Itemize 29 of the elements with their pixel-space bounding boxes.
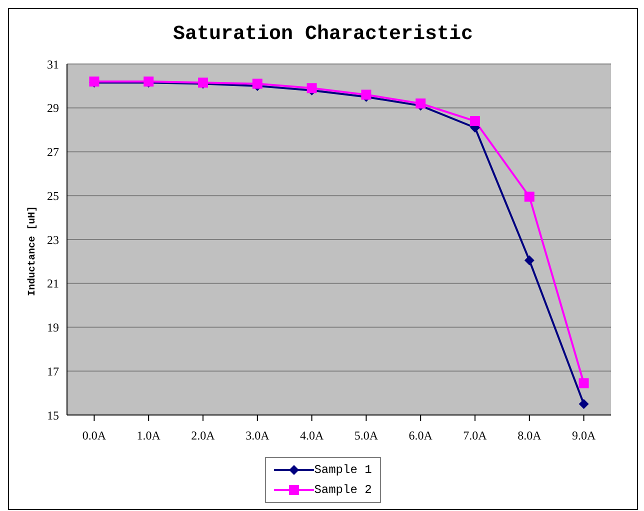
x-tick-label: 1.0A bbox=[136, 428, 161, 443]
legend-label: Sample 2 bbox=[314, 483, 372, 497]
x-tick-label: 7.0A bbox=[463, 428, 488, 443]
x-tick-label: 2.0A bbox=[191, 428, 216, 443]
point bbox=[524, 255, 534, 266]
y-tick-label: 15 bbox=[47, 408, 59, 422]
point bbox=[416, 98, 426, 108]
y-tick-label: 25 bbox=[47, 188, 59, 203]
x-tick-label: 0.0A bbox=[82, 428, 106, 443]
y-axis-title: Inductance [uH] bbox=[28, 206, 38, 296]
chart-title: Saturation Characteristic bbox=[172, 23, 474, 46]
y-tick-label: 17 bbox=[47, 364, 59, 378]
y-tick-label: 19 bbox=[47, 320, 59, 335]
x-tick-label: 4.0A bbox=[300, 428, 324, 443]
point bbox=[578, 378, 589, 388]
point bbox=[578, 399, 589, 410]
point bbox=[524, 192, 534, 202]
x-tick-label: 8.0A bbox=[518, 428, 542, 443]
y-tick-label: 23 bbox=[47, 232, 59, 247]
y-tick-label: 29 bbox=[47, 101, 59, 116]
y-tick-label: 21 bbox=[47, 276, 59, 291]
point bbox=[470, 116, 480, 126]
legend-label: Sample 1 bbox=[314, 463, 372, 477]
y-tick-label: 31 bbox=[47, 57, 59, 72]
x-tick-label: 5.0A bbox=[354, 428, 378, 443]
x-tick-label: 6.0A bbox=[408, 428, 433, 443]
x-tick-label: 9.0A bbox=[572, 428, 596, 443]
y-tick-label: 27 bbox=[47, 145, 59, 160]
x-tick-label: 3.0A bbox=[246, 428, 270, 443]
